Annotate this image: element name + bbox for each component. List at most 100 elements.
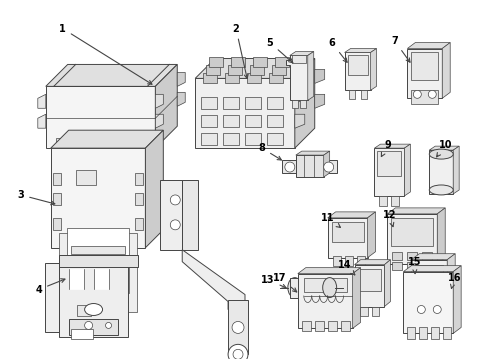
Bar — [327, 321, 336, 332]
Ellipse shape — [428, 149, 452, 159]
Polygon shape — [294, 89, 304, 103]
Text: 17: 17 — [273, 273, 296, 292]
Polygon shape — [59, 255, 128, 337]
Bar — [360, 90, 366, 99]
Bar — [135, 218, 143, 230]
Polygon shape — [436, 208, 444, 264]
Bar — [340, 321, 349, 332]
Polygon shape — [354, 260, 389, 265]
Polygon shape — [441, 42, 449, 98]
Polygon shape — [46, 64, 177, 86]
Bar — [71, 246, 125, 254]
Bar — [100, 138, 115, 146]
Bar — [244, 97, 261, 109]
Polygon shape — [155, 114, 163, 128]
Polygon shape — [177, 72, 185, 86]
Bar — [410, 260, 447, 311]
Circle shape — [416, 306, 425, 314]
Polygon shape — [46, 86, 155, 148]
Polygon shape — [428, 146, 458, 150]
Polygon shape — [403, 266, 460, 272]
Polygon shape — [307, 51, 313, 100]
Bar — [332, 256, 340, 266]
Text: 3: 3 — [18, 190, 55, 205]
Polygon shape — [294, 58, 314, 148]
Text: 15: 15 — [407, 257, 420, 274]
Text: 12: 12 — [382, 210, 395, 227]
Text: 4: 4 — [35, 279, 65, 294]
Polygon shape — [38, 114, 46, 128]
Polygon shape — [386, 208, 444, 214]
Polygon shape — [323, 151, 329, 177]
Bar — [53, 173, 61, 185]
Circle shape — [285, 162, 294, 172]
Bar — [301, 321, 310, 332]
Polygon shape — [51, 148, 145, 248]
Polygon shape — [374, 144, 409, 148]
Bar — [266, 115, 282, 127]
Bar — [414, 265, 442, 294]
Text: 11: 11 — [320, 213, 340, 228]
Polygon shape — [384, 260, 389, 306]
Polygon shape — [51, 130, 163, 148]
Polygon shape — [59, 255, 138, 267]
Polygon shape — [227, 300, 247, 354]
Bar — [206, 66, 220, 75]
Text: 1: 1 — [59, 24, 152, 84]
Polygon shape — [45, 263, 59, 332]
Bar — [66, 228, 129, 293]
Bar — [410, 90, 437, 104]
Bar — [209, 58, 223, 67]
Bar — [295, 155, 323, 177]
Bar — [289, 278, 329, 298]
Bar — [227, 66, 242, 75]
Bar — [249, 66, 264, 75]
Bar — [407, 262, 416, 270]
Bar — [407, 252, 416, 260]
Bar — [274, 58, 288, 67]
Bar — [392, 262, 402, 270]
Bar — [299, 100, 305, 108]
Bar — [430, 328, 438, 339]
Bar — [356, 256, 364, 266]
Bar — [291, 55, 305, 63]
Bar — [348, 90, 354, 99]
Bar — [201, 97, 217, 109]
Bar — [291, 100, 297, 108]
Bar — [410, 53, 437, 80]
Polygon shape — [314, 69, 324, 84]
Bar — [422, 252, 431, 260]
Polygon shape — [182, 250, 244, 310]
Bar — [223, 133, 239, 145]
Bar — [201, 115, 217, 127]
Polygon shape — [195, 78, 294, 148]
Bar — [428, 150, 452, 194]
Circle shape — [427, 90, 435, 98]
Bar — [201, 133, 217, 145]
Bar — [442, 328, 450, 339]
Bar — [297, 274, 352, 328]
Bar — [76, 170, 95, 185]
Circle shape — [432, 306, 440, 314]
Polygon shape — [195, 58, 314, 78]
Bar — [56, 138, 72, 146]
Bar — [303, 278, 346, 292]
Bar — [403, 272, 452, 333]
Polygon shape — [452, 146, 458, 194]
Text: 2: 2 — [232, 24, 248, 78]
Bar — [135, 193, 143, 205]
Bar — [223, 115, 239, 127]
Polygon shape — [407, 42, 449, 49]
Bar — [93, 269, 108, 289]
Bar — [252, 58, 266, 67]
Bar — [392, 252, 402, 260]
Circle shape — [105, 323, 111, 328]
Polygon shape — [410, 254, 454, 260]
Ellipse shape — [287, 278, 301, 298]
Circle shape — [323, 162, 333, 172]
Polygon shape — [370, 49, 376, 90]
Bar — [390, 196, 399, 206]
Circle shape — [170, 195, 180, 205]
Ellipse shape — [84, 303, 102, 315]
Text: 8: 8 — [258, 143, 281, 160]
